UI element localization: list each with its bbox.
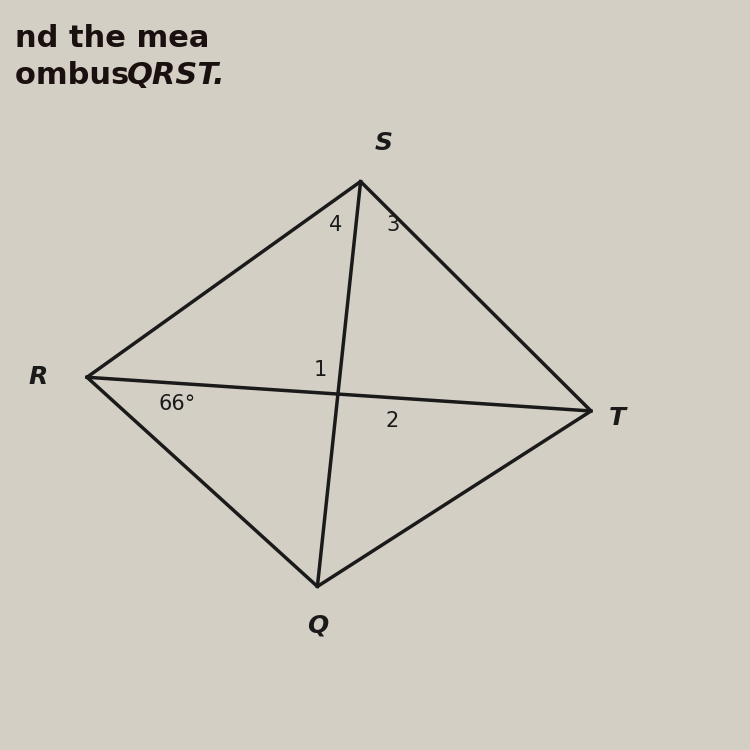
Text: Q: Q [307, 614, 328, 638]
Text: 2: 2 [386, 411, 398, 431]
Text: R: R [28, 365, 47, 389]
Text: QRST.: QRST. [127, 62, 225, 91]
Text: 3: 3 [386, 215, 400, 236]
Text: S: S [375, 130, 393, 154]
Text: 66°: 66° [159, 394, 196, 414]
Text: 4: 4 [328, 215, 342, 236]
Text: T: T [609, 406, 626, 430]
Text: 1: 1 [314, 361, 326, 380]
Text: ombus: ombus [15, 62, 140, 91]
Text: nd the mea: nd the mea [15, 24, 209, 53]
